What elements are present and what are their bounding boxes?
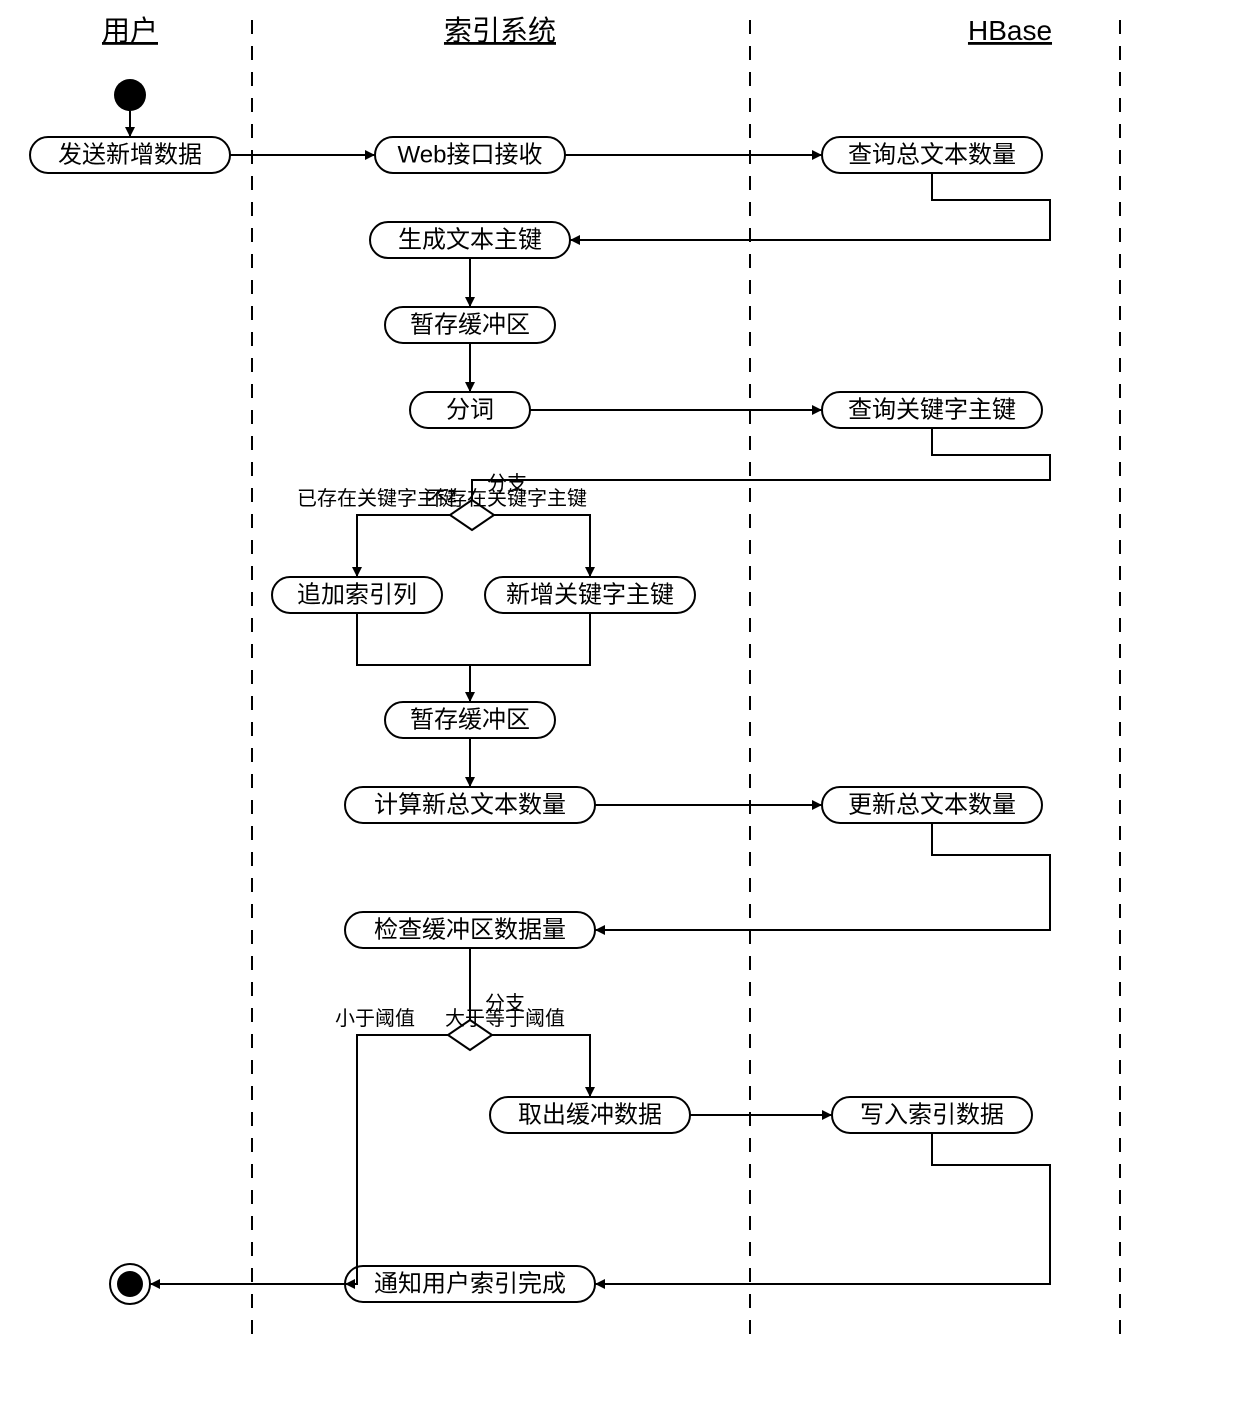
node-label-webrecv: Web接口接收: [398, 141, 543, 168]
edge: [494, 515, 590, 577]
node-label-fetchBuf: 取出缓冲数据: [518, 1101, 662, 1128]
node-label-send: 发送新增数据: [58, 141, 202, 168]
node-label-qKeyword: 查询关键字主键: [848, 396, 1016, 423]
edge: [492, 1035, 590, 1097]
edge: [357, 515, 450, 577]
node-label-checkBuf: 检查缓冲区数据量: [374, 916, 566, 943]
edge: [345, 1035, 448, 1284]
decision-right-d1: 不存在关键字主键: [427, 487, 587, 510]
node-label-writeIdx: 写入索引数据: [860, 1101, 1004, 1128]
edge: [595, 1133, 1050, 1284]
activity-diagram: 用户 索引系统 HBase 发送新增数据 Web接口接收 查询总文本数量生成文本主键暂存缓…: [0, 0, 1240, 1401]
node-label-buf1: 暂存缓冲区: [410, 311, 530, 338]
edge: [570, 173, 1050, 240]
lane-header-user: 用户: [102, 15, 158, 46]
lane-header-index: 索引系统: [444, 15, 556, 46]
edge: [357, 613, 590, 665]
edge: [595, 823, 1050, 930]
lane-header-hbase: HBase: [968, 15, 1052, 46]
end-node-inner: [117, 1271, 143, 1297]
node-label-notify: 通知用户索引完成: [374, 1270, 566, 1297]
decision-right-d2: 大于等于阈值: [445, 1007, 565, 1030]
node-label-segment: 分词: [446, 396, 494, 423]
node-label-updTotal: 更新总文本数量: [848, 791, 1016, 818]
node-label-appendIdx: 追加索引列: [297, 581, 417, 608]
start-node: [114, 79, 146, 111]
node-label-buf2: 暂存缓冲区: [410, 706, 530, 733]
node-label-newKeyword: 新增关键字主键: [506, 581, 674, 608]
node-label-qTotal: 查询总文本数量: [848, 141, 1016, 168]
node-label-calcTotal: 计算新总文本数量: [374, 791, 566, 818]
node-label-genKey: 生成文本主键: [398, 226, 542, 253]
decision-left-d2: 小于阈值: [335, 1007, 415, 1030]
